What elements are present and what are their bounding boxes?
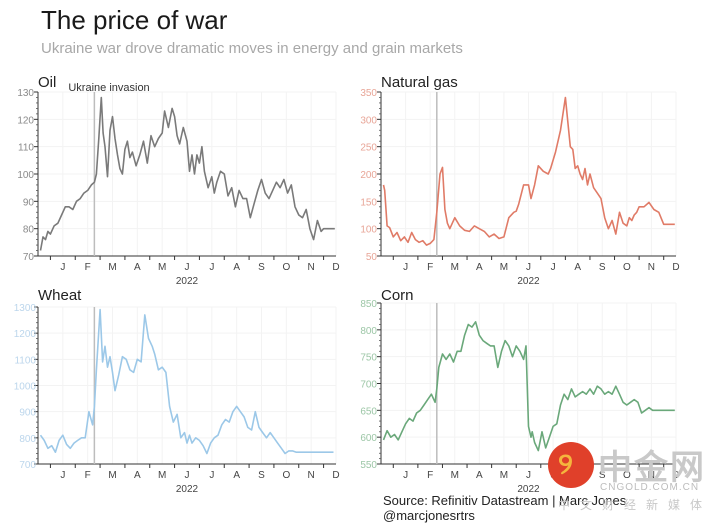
x-tick-label: A — [574, 262, 581, 273]
y-tick-label: 130 — [17, 88, 34, 99]
y-tick-label: 200 — [360, 170, 377, 181]
y-tick-label: 150 — [360, 197, 377, 208]
x-tick-label: M — [500, 470, 508, 481]
page-subtitle: Ukraine war drove dramatic moves in ener… — [41, 40, 463, 57]
chart-title: Natural gas — [381, 74, 458, 91]
x-axis-label: 2022 — [176, 276, 199, 287]
x-tick-label: A — [476, 262, 483, 273]
x-tick-label: A — [233, 470, 240, 481]
y-tick-label: 250 — [360, 143, 377, 154]
y-tick-label: 800 — [360, 326, 377, 337]
watermark-url: CNGOLD.COM.CN — [600, 482, 700, 493]
x-tick-label: J — [185, 262, 190, 273]
series-line-oil — [39, 96, 335, 251]
x-tick-label: J — [185, 470, 190, 481]
x-tick-label: J — [403, 470, 408, 481]
y-tick-label: 100 — [360, 225, 377, 236]
watermark-logo-text: 中金网 — [598, 449, 706, 487]
chart-natural-gas: Natural gas 50 100 150 200 250 300 350 J F M A M J J A S… — [360, 74, 679, 287]
x-tick-label: F — [427, 470, 433, 481]
y-tick-label: 70 — [23, 252, 35, 263]
x-tick-label: F — [85, 470, 91, 481]
y-tick-label: 100 — [17, 170, 34, 181]
x-tick-label: F — [427, 262, 433, 273]
x-tick-label: A — [233, 262, 240, 273]
y-tick-label: 700 — [360, 380, 377, 391]
series-line-natural-gas — [382, 96, 675, 246]
chart-title: Wheat — [38, 287, 82, 304]
x-axis-label: 2022 — [517, 276, 540, 287]
x-tick-label: M — [158, 262, 166, 273]
y-tick-label: 900 — [19, 408, 36, 419]
x-tick-label: M — [451, 470, 459, 481]
x-tick-label: N — [308, 262, 315, 273]
y-tick-label: 1000 — [14, 382, 37, 393]
watermark-logo-icon — [548, 442, 594, 488]
y-tick-label: 550 — [360, 460, 377, 471]
watermark-tagline: 中文财经新媒体 — [558, 498, 706, 512]
chart-title: Corn — [381, 287, 414, 304]
x-tick-label: A — [134, 262, 141, 273]
x-tick-label: O — [623, 262, 631, 273]
x-tick-label: N — [648, 470, 655, 481]
x-tick-label: M — [500, 262, 508, 273]
y-tick-label: 600 — [360, 433, 377, 444]
chart-title: Oil — [38, 74, 56, 91]
x-tick-label: D — [672, 470, 679, 481]
y-tick-label: 120 — [17, 115, 34, 126]
y-tick-label: 850 — [360, 299, 377, 310]
x-tick-label: J — [209, 470, 214, 481]
x-tick-label: M — [451, 262, 459, 273]
x-tick-label: M — [108, 470, 116, 481]
x-tick-label: M — [108, 262, 116, 273]
x-tick-label: S — [258, 470, 265, 481]
x-tick-label: J — [551, 262, 556, 273]
y-tick-label: 800 — [19, 434, 36, 445]
x-tick-label: M — [158, 470, 166, 481]
watermark-swirl-icon: ୨ — [558, 448, 573, 481]
series-line-wheat — [39, 308, 334, 455]
x-tick-label: O — [282, 470, 290, 481]
x-tick-label: J — [60, 262, 65, 273]
x-tick-label: J — [526, 262, 531, 273]
y-tick-label: 750 — [360, 353, 377, 364]
x-tick-label: S — [599, 262, 606, 273]
x-tick-label: A — [134, 470, 141, 481]
y-tick-label: 700 — [19, 460, 36, 471]
page-title: The price of war — [41, 5, 228, 35]
chart-wheat: Wheat 700 800 900 1000 1100 1200 1300 J F M A M J J A S O… — [14, 287, 340, 495]
x-tick-label: N — [648, 262, 655, 273]
x-tick-label: D — [332, 262, 339, 273]
x-tick-label: F — [85, 262, 91, 273]
y-tick-label: 90 — [23, 197, 35, 208]
y-tick-label: 650 — [360, 406, 377, 417]
invasion-annotation: Ukraine invasion — [68, 82, 149, 94]
y-tick-label: 300 — [360, 115, 377, 126]
x-tick-label: D — [672, 262, 679, 273]
x-tick-label: A — [476, 470, 483, 481]
x-tick-label: D — [332, 470, 339, 481]
x-tick-label: J — [209, 262, 214, 273]
x-tick-label: S — [599, 470, 606, 481]
chart-oil: Oil 70 80 90 100 110 120 130 J F M A M J J A S O N D 2022 Ukr… — [17, 74, 339, 287]
x-tick-label: O — [623, 470, 631, 481]
x-tick-label: J — [403, 262, 408, 273]
y-tick-label: 50 — [366, 252, 378, 263]
x-axis-label: 2022 — [176, 484, 199, 495]
chart-corn: Corn550600650700750800850JFMAMJJASOND202… — [360, 287, 679, 495]
x-tick-label: O — [282, 262, 290, 273]
x-axis-label: 2022 — [517, 484, 540, 495]
y-tick-label: 1200 — [14, 329, 37, 340]
x-tick-label: S — [258, 262, 265, 273]
y-tick-label: 1100 — [14, 355, 36, 366]
y-tick-label: 80 — [23, 225, 35, 236]
x-tick-label: J — [60, 470, 65, 481]
x-tick-label: N — [308, 470, 315, 481]
x-tick-label: J — [526, 470, 531, 481]
series-line-corn — [382, 320, 675, 452]
y-tick-label: 110 — [18, 143, 34, 154]
y-tick-label: 1300 — [14, 303, 37, 314]
y-tick-label: 350 — [360, 88, 377, 99]
